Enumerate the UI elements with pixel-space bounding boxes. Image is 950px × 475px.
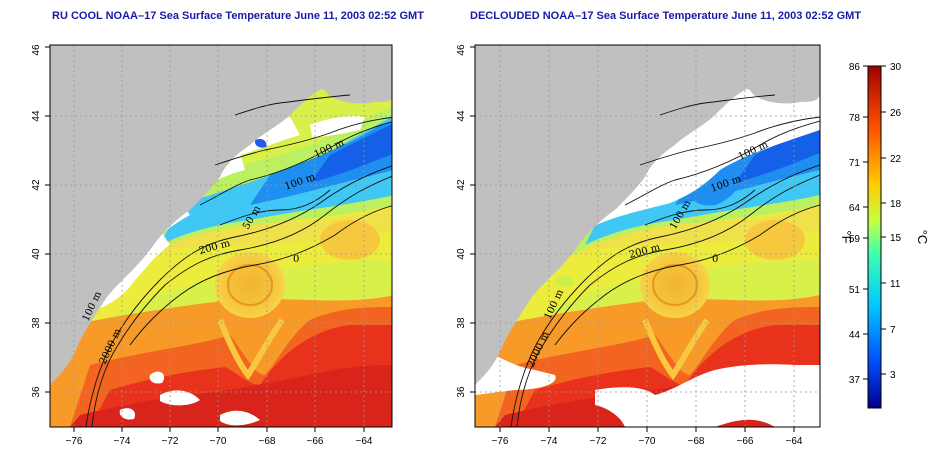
x-tick-label: −74 [114, 436, 131, 447]
celsius-tick: 30 [890, 62, 902, 73]
x-tick-label: −74 [541, 436, 558, 447]
right-map-panel: 100 m 100 m 100 m 200 m 100 m 2000 m 0 −… [456, 44, 821, 447]
celsius-tick: 22 [890, 154, 902, 165]
fahrenheit-tick: 64 [849, 203, 861, 214]
y-tick-label: 38 [456, 317, 467, 329]
celsius-tick: 18 [890, 199, 902, 210]
x-tick-label: −72 [590, 436, 607, 447]
left-panel-title: RU COOL NOAA–17 Sea Surface Temperature … [52, 10, 424, 22]
y-tick-label: 42 [456, 179, 467, 191]
x-tick-label: −66 [737, 436, 754, 447]
y-tick-label: 36 [31, 386, 42, 398]
x-tick-label: −64 [356, 436, 373, 447]
right-grid [475, 45, 820, 427]
x-tick-label: −64 [786, 436, 803, 447]
y-tick-label: 44 [31, 110, 42, 122]
fahrenheit-unit-label: °F [839, 230, 854, 243]
y-tick-label: 38 [31, 317, 42, 329]
y-tick-label: 46 [456, 44, 467, 56]
y-tick-label: 36 [456, 386, 467, 398]
x-tick-label: −70 [639, 436, 656, 447]
colorbar-scale [867, 65, 882, 409]
x-tick-label: −68 [688, 436, 705, 447]
fahrenheit-tick: 51 [849, 285, 861, 296]
fahrenheit-tick: 59 [849, 234, 861, 245]
celsius-tick: 15 [890, 233, 902, 244]
contour-label: 0 [712, 254, 718, 265]
x-tick-label: −66 [307, 436, 324, 447]
left-map-panel: 100 m 100 m 50 m 200 m 100 m 2000 m 0 −7… [31, 44, 393, 447]
celsius-tick: 11 [890, 279, 901, 290]
celsius-tick: 7 [890, 325, 896, 336]
x-tick-label: −76 [66, 436, 83, 447]
fahrenheit-tick: 78 [849, 113, 861, 124]
fahrenheit-tick: 37 [849, 375, 861, 386]
x-tick-label: −76 [492, 436, 509, 447]
fahrenheit-tick: 86 [849, 62, 861, 73]
y-tick-label: 42 [31, 179, 42, 191]
right-panel-title: DECLOUDED NOAA–17 Sea Surface Temperatur… [470, 10, 862, 22]
x-tick-label: −72 [162, 436, 179, 447]
contour-label: 0 [293, 254, 299, 265]
y-tick-label: 44 [456, 110, 467, 122]
y-tick-label: 40 [31, 248, 42, 260]
y-tick-label: 40 [456, 248, 467, 260]
fahrenheit-tick: 44 [849, 330, 861, 341]
x-tick-label: −68 [259, 436, 276, 447]
x-tick-label: −70 [210, 436, 227, 447]
celsius-unit-label: °C [915, 230, 930, 245]
fahrenheit-tick: 71 [849, 158, 861, 169]
y-tick-label: 46 [31, 44, 42, 56]
left-grid [50, 45, 392, 427]
celsius-tick: 26 [890, 108, 902, 119]
celsius-tick: 3 [890, 370, 896, 381]
colorbar: 86 78 71 64 59 51 44 37 30 26 22 18 15 1… [839, 62, 930, 409]
